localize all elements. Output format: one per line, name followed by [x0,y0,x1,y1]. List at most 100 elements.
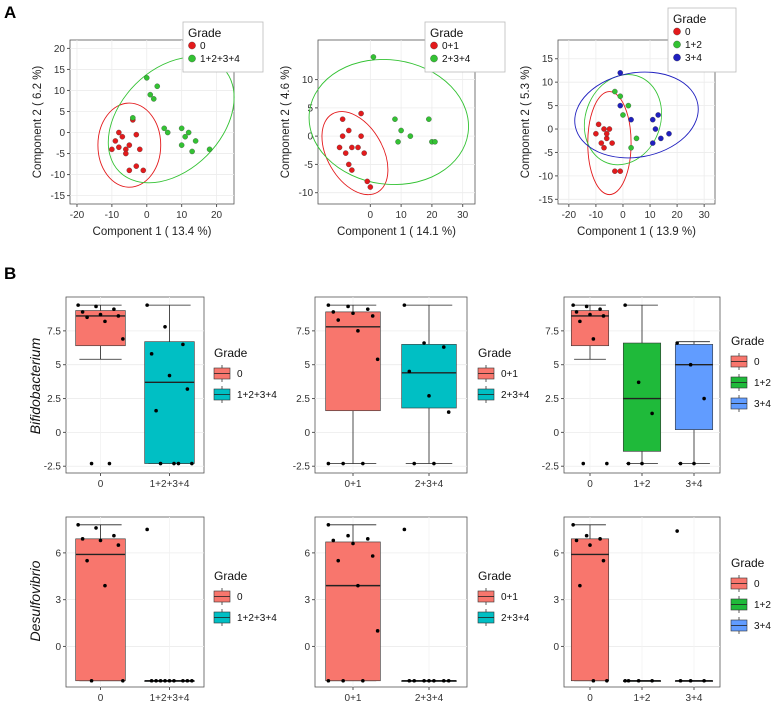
pca3-point [617,70,624,76]
box-d2-y-tick-label: 6 [304,548,310,559]
box-d2-legend-title: Grade [478,569,512,583]
pca3-point [598,140,605,146]
box-d1-point [94,526,98,530]
box-b1-y-tick-label: 5 [55,360,61,371]
box-d3-point [650,678,654,683]
pca2-legend-swatch [430,54,438,63]
box-b3-point [574,310,579,314]
pca3-y-tick-label: 10 [542,78,554,89]
box-b3-group: -2.5 0 2.5 5 7.5 0 1+2 3+4 Grade 0 1+2 3+4 [542,296,771,490]
box-b3-point [626,461,631,466]
box-d3-point [574,538,579,543]
box-b1-point [85,315,89,320]
pca2-point [342,150,349,156]
pca1-x-tick-label: -10 [105,210,120,221]
box-d1-point [181,678,185,683]
box-d2-point [356,583,360,588]
pca3-point [603,130,610,137]
box-d2-point [351,541,355,546]
pca1-point [192,138,199,144]
pca3-ellipse-1+2 [583,74,662,166]
box-d1-y-tick-label: 0 [55,642,61,653]
box-b1-point [163,324,167,329]
box-d3-legend-label: 1+2 [754,600,771,611]
pca1-point [126,142,133,148]
pca1-point [133,131,140,138]
pca3-x-tick-label: -20 [562,210,577,221]
box-d3-point [571,522,575,527]
box-b2-y-tick-label: 7.5 [296,326,310,337]
pca3-point [595,121,602,128]
box-d1-point [149,678,154,683]
box-b1-point [149,352,154,356]
box-b2-x-tick-label: 2+3+4 [415,479,444,490]
box-b3-point [588,312,592,317]
pca1-y-tick-label: 20 [54,44,66,55]
pca1-y-tick-label: 15 [54,65,66,76]
pca3-x-tick-label: 10 [644,210,656,221]
pca1-group: -20 -10 0 10 20 -15 -10 -5 0 5 10 15 20 Component 1 (… [32,21,264,238]
pca1-y-tick-label: -15 [51,191,66,202]
pca3-point [617,93,624,99]
pca3-y-tick-label: 15 [542,54,554,65]
pca1-y-tick-label: 0 [59,128,65,139]
box-b2-point [402,303,407,307]
box-d2-point [441,678,446,683]
pca2-point [349,167,355,173]
pca1-point [206,146,213,153]
box-b3-y-tick-label: -2.5 [542,462,560,473]
pca3-y-axis-title: Component 2 ( 5.3 %) [520,66,532,179]
pca3-point [601,145,607,151]
box-d2-point [402,527,407,532]
box-d3-point [578,583,582,588]
pca3-point [649,140,656,146]
box-b1-y-tick-label: 0 [55,428,61,439]
box-d1-box-0 [75,538,126,682]
box-b2-point [326,303,331,307]
box-d3-point [601,558,606,563]
pca2-point [370,54,377,60]
box-d1-point [185,678,190,683]
box-b1-legend-label: 1+2+3+4 [237,390,277,401]
pca1-point [189,148,195,155]
pca2-point [339,116,346,122]
box-b1-point [89,461,94,466]
box-b1-legend-title: Grade [214,346,248,360]
pca3-legend-label: 0 [685,27,691,38]
pca1-point [178,125,185,132]
pca2-point [339,133,346,139]
box-b2-point [331,310,336,314]
box-d3-point [584,533,589,538]
row-label-bifidobacterium: Bifidobacterium [27,337,43,434]
box-b3-point [636,380,641,385]
box-d3-x-tick-label: 3+4 [686,693,703,704]
pca3-point [612,88,618,95]
pca3-point [666,130,672,137]
row-label-desulfovibrio: Desulfovibrio [27,560,43,641]
box-d2-legend-label: 0+1 [501,592,518,603]
box-d2-box-0+1 [325,541,381,682]
pca1-point [140,167,147,174]
pca2-x-tick-label: 0 [368,210,374,221]
box-b1-point [76,303,80,307]
box-b2-point [336,318,341,322]
pca3-point [617,102,624,109]
pca1-legend-box [182,21,264,73]
pca2-point [426,116,432,122]
pca3-point [633,135,640,142]
box-d1-point [145,527,149,532]
box-d3-point [623,678,627,683]
box-d2-point [361,678,365,683]
pca2-ellipse-2+3+4 [308,58,469,186]
box-d1-point [121,678,125,683]
pca1-point [147,91,154,98]
pca1-point [123,150,129,157]
box-b2-legend-label: 2+3+4 [501,390,530,401]
box-d1-point [103,583,107,588]
pca2-legend-box [424,21,506,73]
box-b2-point [356,329,360,333]
box-b2-box-0+1 [325,311,381,412]
box-d3-point [598,537,602,541]
box-d1-point [85,558,89,563]
